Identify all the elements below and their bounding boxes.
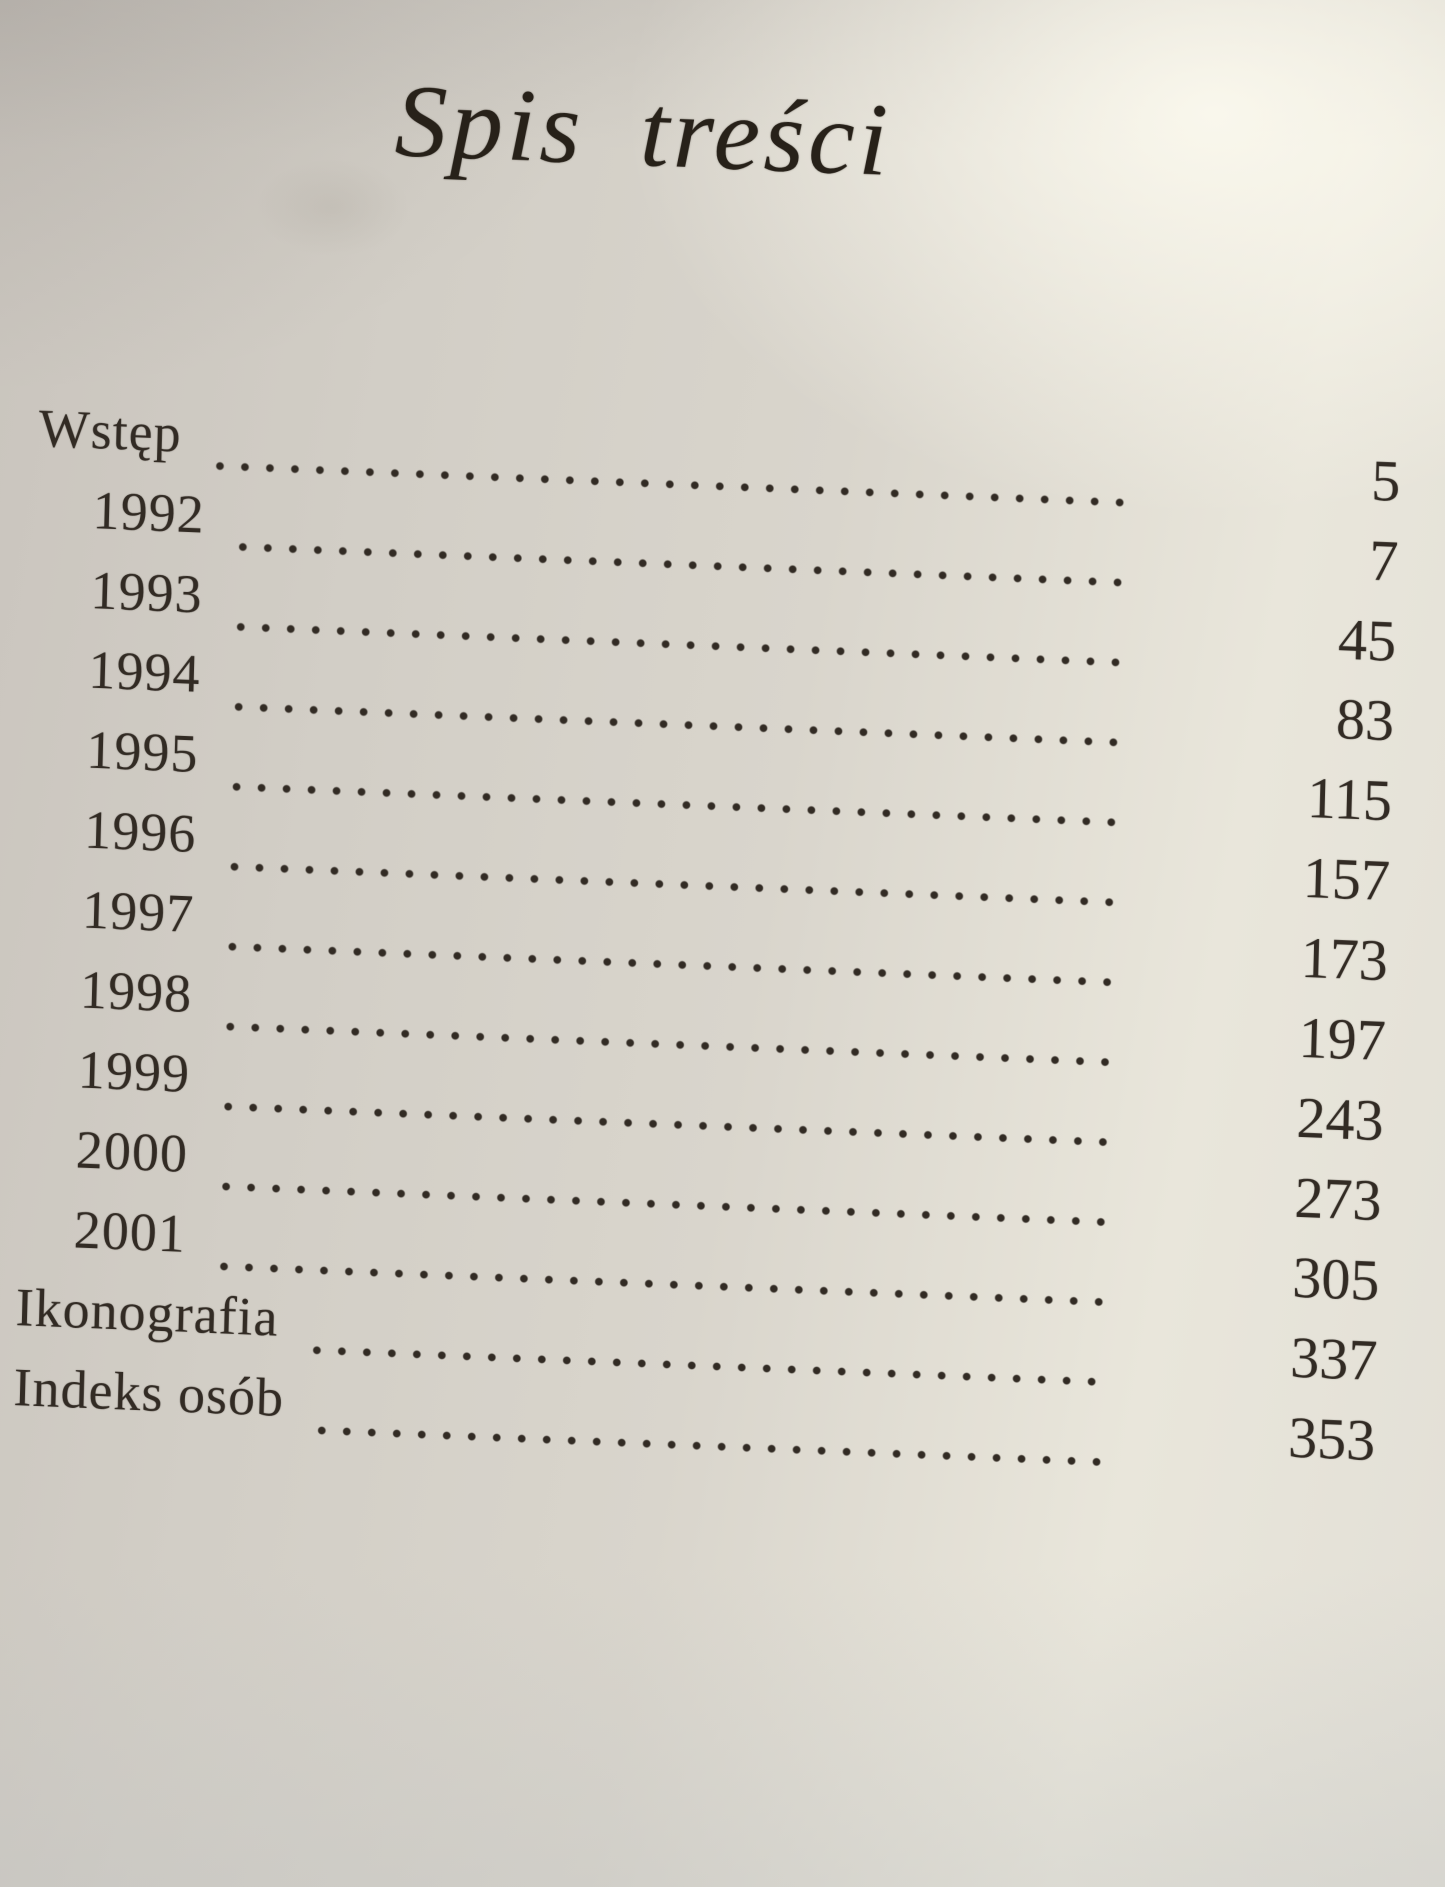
toc-entry-label: 2000 [75,1119,189,1184]
toc-entry-label: 1997 [81,879,195,945]
toc-entry-page: 353 [1287,1404,1377,1474]
dot-leader [308,1380,1106,1479]
toc-entry-page: 7 [1368,527,1400,594]
toc-entry-page: 337 [1289,1324,1379,1394]
toc-list: Wstęp 5 1992 7 1993 45 1994 83 1995 115 … [12,394,1401,1488]
toc-entry-page: 5 [1370,447,1402,514]
toc-entry-page: 243 [1295,1084,1385,1154]
toc-entry-page: 197 [1297,1004,1387,1074]
toc-entry-label: Indeks osób [12,1357,285,1428]
toc-entry-page: 173 [1300,925,1389,994]
page-title: Spis treści [393,63,894,199]
toc-entry-label: 1993 [89,559,204,625]
toc-entry-label: 1999 [77,1039,191,1105]
toc-entry-page: 273 [1293,1164,1383,1234]
toc-entry-page: 45 [1337,606,1398,674]
toc-entry-page: 83 [1335,686,1395,754]
toc-entry-label: 1996 [83,799,198,865]
toc-entry-label: 1998 [79,959,193,1025]
toc-entry-label: 2001 [73,1199,187,1264]
toc-entry-label: 1995 [85,719,200,785]
toc-entry-page: 157 [1302,845,1391,914]
toc-entry-page: 115 [1306,765,1393,834]
toc-entry-label: Wstęp [38,397,183,464]
toc-entry-label: 1992 [91,479,206,545]
toc-entry-page: 305 [1291,1244,1381,1314]
toc-entry-label: 1994 [87,639,202,705]
toc-entry-label: Ikonografia [15,1277,280,1348]
